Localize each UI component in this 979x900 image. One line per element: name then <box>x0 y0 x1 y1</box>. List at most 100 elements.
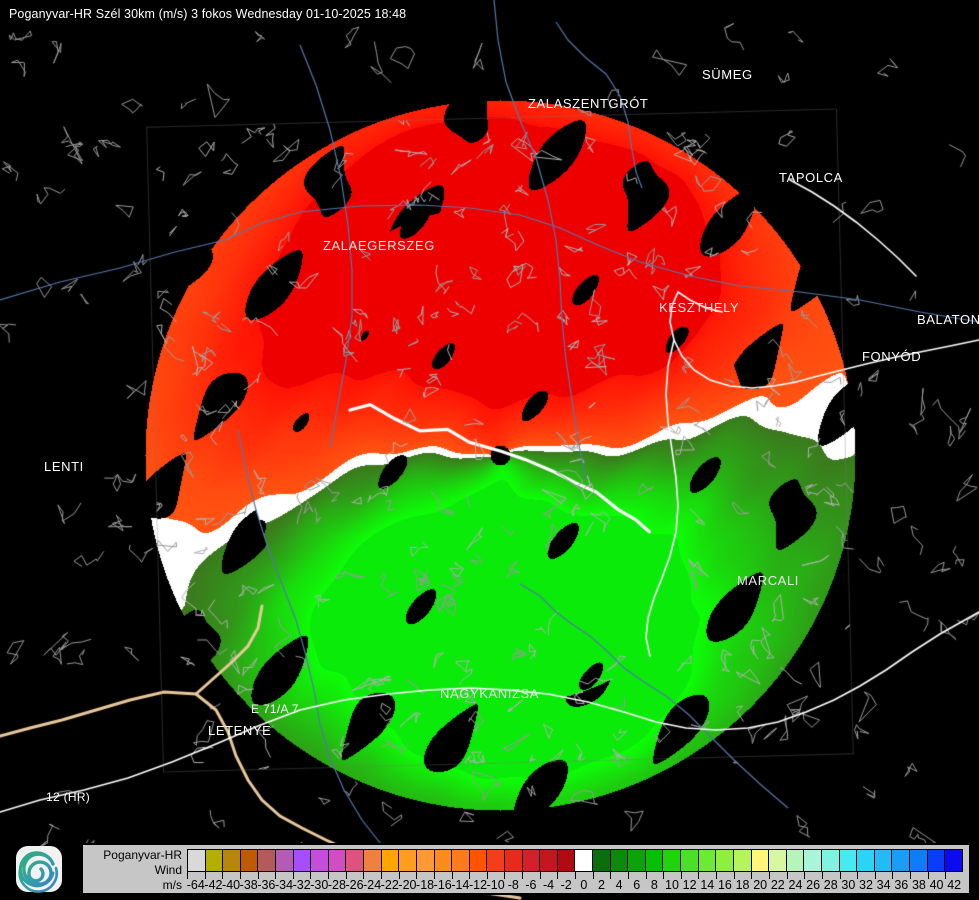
legend-swatch[interactable] <box>663 850 682 871</box>
legend-swatch[interactable] <box>716 850 734 871</box>
legend-tick <box>769 872 770 879</box>
map-city-label: KESZTHELY <box>659 300 740 315</box>
legend-tick-label: -20 <box>398 878 417 892</box>
legend-tick-label: -14 <box>451 878 470 892</box>
legend-caption-line-3: m/s <box>162 878 182 892</box>
legend-swatch[interactable] <box>909 850 928 871</box>
map-city-label: LENTI <box>44 459 84 474</box>
legend-swatch[interactable] <box>205 850 224 871</box>
legend-tick-label: -24 <box>363 878 382 892</box>
legend-tick-label: 0 <box>580 878 588 892</box>
page-title: Poganyvar-HR Szél 30km (m/s) 3 fokos Wed… <box>9 7 407 21</box>
legend-tick <box>627 872 629 879</box>
legend-swatch[interactable] <box>258 850 277 871</box>
legend-tick <box>945 872 947 879</box>
legend-tick-label: 32 <box>859 878 873 892</box>
legend-swatch[interactable] <box>839 850 858 871</box>
legend-tick <box>328 872 330 879</box>
legend-tick-label: -38 <box>239 878 258 892</box>
legend-tick-label: -4 <box>542 878 555 892</box>
legend-swatch[interactable] <box>557 850 576 871</box>
map-city-label: MARCALI <box>737 573 799 588</box>
legend-swatch[interactable] <box>751 850 770 871</box>
legend-swatch[interactable] <box>593 850 611 871</box>
legend-swatch[interactable] <box>311 850 329 871</box>
legend-swatch[interactable] <box>769 850 787 871</box>
legend-tick-label: 14 <box>700 878 715 892</box>
legend-swatch[interactable] <box>610 850 629 871</box>
legend-swatch[interactable] <box>399 850 417 871</box>
legend-swatch[interactable] <box>804 850 822 871</box>
legend-tick <box>504 872 506 879</box>
legend-swatch[interactable] <box>733 850 752 871</box>
legend-tick <box>751 872 753 879</box>
legend-swatch[interactable] <box>276 850 294 871</box>
legend-tick-label: -42 <box>204 878 223 892</box>
legend-tick-marks <box>187 872 963 880</box>
legend-swatch[interactable] <box>698 850 717 871</box>
legend-tick <box>486 872 488 879</box>
legend-swatch[interactable] <box>628 850 646 871</box>
legend-tick-label: -18 <box>416 878 435 892</box>
legend-tick-label: 2 <box>597 878 605 892</box>
legend-swatch[interactable] <box>540 850 558 871</box>
legend-tick <box>592 872 594 879</box>
map-city-label: ZALASZENTGRÓT <box>528 96 649 111</box>
legend-tick-label: -16 <box>433 878 452 892</box>
legend-tick <box>345 872 347 879</box>
legend-swatch[interactable] <box>188 850 206 871</box>
legend-swatch[interactable] <box>892 850 910 871</box>
legend-tick <box>363 872 365 879</box>
legend-tick-labels: -64 -42 -40 -38 -36 -34 -32 -30 -28 -26 -24 -22 -20-… <box>187 878 963 894</box>
legend-swatch[interactable] <box>487 850 505 871</box>
legend-swatch[interactable] <box>504 850 523 871</box>
legend-swatch[interactable] <box>681 850 699 871</box>
legend-tick <box>927 872 929 879</box>
legend-tick-label: 8 <box>650 878 658 892</box>
legend-tick-label: -12 <box>468 878 488 892</box>
legend-tick <box>680 872 682 879</box>
legend-tick <box>469 872 471 879</box>
legend-swatch[interactable] <box>786 850 805 871</box>
spiral-vortex-logo[interactable] <box>13 843 65 895</box>
legend-tick <box>398 872 400 879</box>
legend-tick <box>610 872 612 879</box>
legend-swatch[interactable] <box>240 850 259 871</box>
legend-swatch[interactable] <box>645 850 664 871</box>
legend-swatch[interactable] <box>381 850 400 871</box>
legend-tick <box>839 872 841 879</box>
legend-swatch[interactable] <box>945 850 962 871</box>
map-city-label: SÜMEG <box>702 67 753 82</box>
logo-spiral-icon <box>18 851 58 893</box>
legend-swatch[interactable] <box>293 850 312 871</box>
legend-swatch[interactable] <box>821 850 840 871</box>
legend-swatch[interactable] <box>522 850 541 871</box>
legend-tick <box>874 872 876 879</box>
map-city-label: FONYÓD <box>862 349 922 364</box>
legend-tick-label: 34 <box>876 878 891 892</box>
legend-tick <box>222 872 224 879</box>
legend-tick <box>645 872 647 879</box>
legend-swatch[interactable] <box>575 850 594 871</box>
legend-swatch[interactable] <box>452 850 470 871</box>
legend-tick-label: -40 <box>222 878 241 892</box>
legend-tick <box>275 872 277 879</box>
legend-tick-label: 38 <box>911 878 926 892</box>
legend-tick-label: -30 <box>310 878 329 892</box>
legend-swatch[interactable] <box>927 850 946 871</box>
legend-swatch[interactable] <box>434 850 453 871</box>
legend-swatch[interactable] <box>364 850 382 871</box>
legend-tick-label: 12 <box>682 878 697 892</box>
map-road-label: E 71/A 7 <box>251 702 299 716</box>
legend-tick-label: 42 <box>947 878 962 892</box>
legend-swatch[interactable] <box>416 850 435 871</box>
legend-swatch[interactable] <box>874 850 893 871</box>
legend-tick <box>381 872 382 879</box>
legend-swatch[interactable] <box>469 850 488 871</box>
legend-color-swatches[interactable] <box>187 849 963 872</box>
legend-swatch[interactable] <box>346 850 365 871</box>
legend-swatch[interactable] <box>857 850 875 871</box>
legend-swatch[interactable] <box>223 850 241 871</box>
legend-swatch[interactable] <box>328 850 347 871</box>
